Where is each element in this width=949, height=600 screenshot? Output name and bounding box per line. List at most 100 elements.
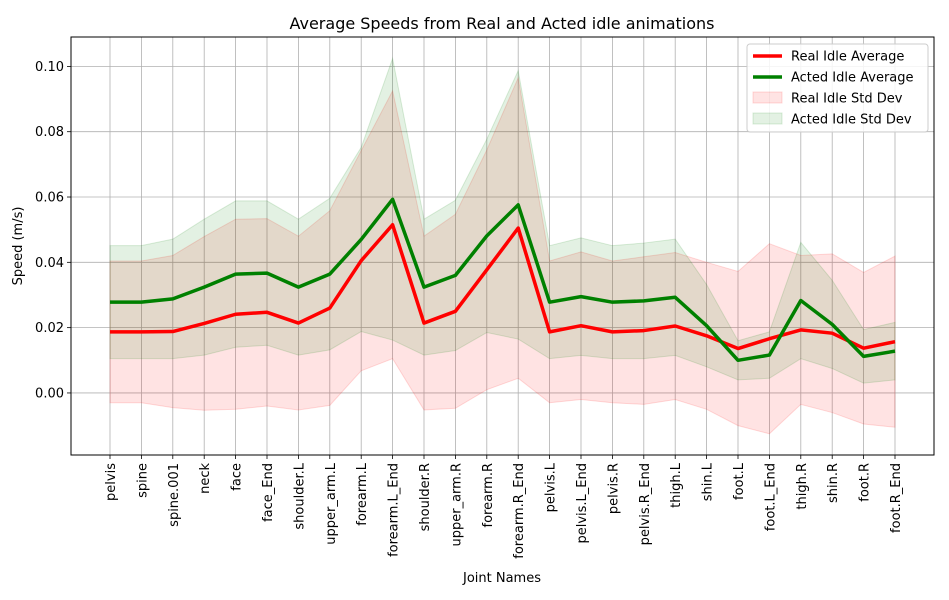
x-tick-label: face xyxy=(230,463,245,491)
real-idle-average-point xyxy=(705,334,708,337)
x-tick-label: forearm.R xyxy=(481,463,496,528)
x-tick-label: upper_arm.L xyxy=(324,462,339,544)
real-idle-average-point xyxy=(234,313,237,316)
acted-idle-average-point xyxy=(454,274,457,277)
acted-idle-average-point xyxy=(736,359,739,362)
acted-idle-average-point xyxy=(768,353,771,356)
acted-idle-average-point xyxy=(579,295,582,298)
plot-frame xyxy=(70,36,935,456)
acted-idle-average-point xyxy=(548,301,551,304)
acted-idle-average-point xyxy=(517,203,520,206)
x-axis-label: Joint Names xyxy=(462,571,541,586)
real-idle-average-point xyxy=(611,330,614,333)
real-idle-average-point xyxy=(642,329,645,332)
acted-idle-average-point xyxy=(862,355,865,358)
x-tick-label: shin.L xyxy=(701,462,716,501)
real-idle-average-line xyxy=(110,223,896,351)
y-ticks: 0.00 0.02 0.04 0.06 0.08 0.10 xyxy=(35,60,71,401)
y-tick-label: 0.04 xyxy=(35,256,64,271)
x-tick-label: upper_arm.R xyxy=(449,463,464,547)
x-tick-label: shin.R xyxy=(826,463,841,503)
x-tick-label: spine xyxy=(135,463,150,498)
x-tick-label: pelvis.L_End xyxy=(575,463,590,544)
acted-idle-average-point xyxy=(422,286,425,289)
real-idle-average-point xyxy=(548,330,551,333)
x-tick-label: pelvis.L xyxy=(544,462,559,512)
y-axis-label: Speed (m/s) xyxy=(11,207,26,286)
real-idle-std-dev-band xyxy=(109,76,896,435)
real-idle-average-point xyxy=(297,321,300,324)
y-tick-label: 0.00 xyxy=(35,386,64,401)
real-idle-average-point xyxy=(422,321,425,324)
legend-swatch-real-idle-std-dev xyxy=(752,91,783,104)
y-tick-label: 0.08 xyxy=(35,125,64,140)
legend-label: Acted Idle Average xyxy=(791,71,914,86)
x-tick-label: foot.L_End xyxy=(763,463,778,531)
acted-idle-average-point xyxy=(831,323,834,326)
legend-box xyxy=(746,43,929,133)
real-idle-average-point xyxy=(674,324,677,327)
acted-idle-average-point xyxy=(893,350,896,353)
real-idle-average-point xyxy=(485,268,488,271)
x-tick-label: pelvis.R_End xyxy=(638,463,653,545)
x-tick-label: shoulder.R xyxy=(418,463,433,531)
acted-idle-average-point xyxy=(674,296,677,299)
acted-idle-average-point xyxy=(485,234,488,237)
real-idle-average-point xyxy=(360,259,363,262)
real-idle-average-point xyxy=(893,340,896,343)
real-idle-average-point xyxy=(799,328,802,331)
x-tick-label: foot.R_End xyxy=(889,463,904,533)
acted-idle-average-line xyxy=(110,197,896,363)
real-idle-average-point xyxy=(171,330,174,333)
legend-swatch-acted-idle-std-dev xyxy=(752,112,783,125)
legend: Real Idle Average Acted Idle Average Real … xyxy=(746,43,929,133)
y-tick-label: 0.02 xyxy=(35,321,64,336)
real-idle-average-point xyxy=(862,347,865,350)
y-tick-label: 0.10 xyxy=(35,60,64,75)
acted-idle-average-point xyxy=(140,301,143,304)
legend-label: Real Idle Average xyxy=(791,50,904,65)
acted-idle-average-point xyxy=(108,301,111,304)
x-tick-label: pelvis.R xyxy=(606,463,621,514)
acted-idle-average-point xyxy=(360,238,363,241)
real-idle-average-point xyxy=(391,223,394,226)
x-tick-label: shoulder.L xyxy=(292,462,307,529)
acted-idle-average-point xyxy=(328,272,331,275)
x-tick-label: forearm.R_End xyxy=(512,463,527,559)
y-tick-label: 0.06 xyxy=(35,191,64,206)
average-lines xyxy=(108,197,896,363)
x-ticks: pelvis spine spine.001 neck face face_End shou… xyxy=(104,455,904,559)
real-idle-average-point xyxy=(579,324,582,327)
x-tick-label: face_End xyxy=(261,463,276,522)
x-tick-label: forearm.L xyxy=(355,462,370,525)
real-idle-average-point xyxy=(140,330,143,333)
x-tick-label: forearm.L_End xyxy=(387,463,402,557)
x-tick-label: thigh.R xyxy=(795,463,810,510)
real-idle-average-point xyxy=(831,332,834,335)
real-idle-average-point xyxy=(265,311,268,314)
acted-idle-average-point xyxy=(391,198,394,201)
acted-idle-average-point xyxy=(611,301,614,304)
legend-label: Real Idle Std Dev xyxy=(791,92,903,107)
real-idle-average-point xyxy=(203,322,206,325)
acted-idle-average-point xyxy=(234,272,237,275)
acted-idle-average-point xyxy=(297,286,300,289)
chart-title: Average Speeds from Real and Acted idle … xyxy=(289,14,714,33)
acted-idle-average-point xyxy=(203,286,206,289)
real-idle-average-point xyxy=(517,226,520,229)
x-tick-label: foot.L xyxy=(732,462,747,500)
legend-label: Acted Idle Std Dev xyxy=(791,113,912,128)
acted-idle-average-point xyxy=(799,299,802,302)
acted-idle-average-point xyxy=(171,297,174,300)
x-tick-label: pelvis xyxy=(104,463,119,501)
acted-idle-average-point xyxy=(265,272,268,275)
x-tick-label: thigh.L xyxy=(669,462,684,508)
x-tick-label: spine.001 xyxy=(167,463,182,527)
x-tick-label: neck xyxy=(198,463,213,494)
real-idle-average-point xyxy=(736,347,739,350)
real-idle-average-point xyxy=(454,310,457,313)
real-idle-average-point xyxy=(328,306,331,309)
real-idle-average-point xyxy=(108,330,111,333)
acted-idle-average-point xyxy=(642,299,645,302)
